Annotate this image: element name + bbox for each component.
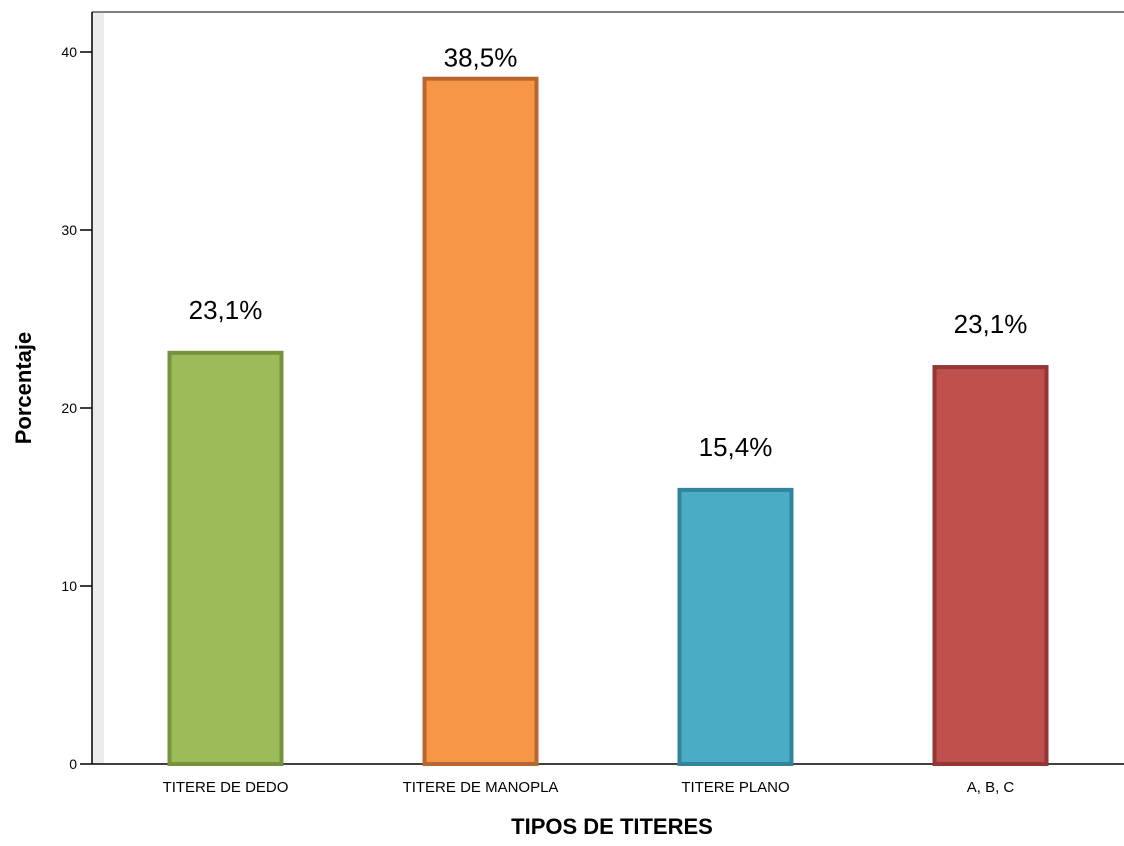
data-label: 15,4% [699,432,773,462]
data-label: 23,1% [954,309,1028,339]
y-axis-ticks: 0 10 20 30 40 [61,44,92,772]
y-tick-label: 40 [61,44,77,60]
bar [422,76,539,766]
bar [932,365,1049,766]
x-tick-label: TITERE PLANO [681,779,789,796]
x-tick-label: TITERE DE DEDO [163,779,289,796]
x-axis-title: TIPOS DE TITERES [511,814,713,839]
x-axis-tick-labels: TITERE DE DEDO TITERE DE MANOPLA TITERE PL… [163,779,1015,796]
data-label: 23,1% [189,295,263,325]
bars [167,76,1049,766]
y-tick-label: 30 [61,222,77,238]
y-tick-label: 10 [61,578,77,594]
y-axis-title: Porcentaje [11,332,36,445]
bar [167,350,284,766]
x-tick-label: A, B, C [967,779,1015,796]
data-labels: 23,1% 38,5% 15,4% 23,1% [189,43,1028,462]
x-tick-label: TITERE DE MANOPLA [403,779,559,796]
y-tick-label: 0 [69,756,77,772]
bar [677,487,794,766]
y-tick-label: 20 [61,400,77,416]
data-label: 38,5% [444,43,518,73]
